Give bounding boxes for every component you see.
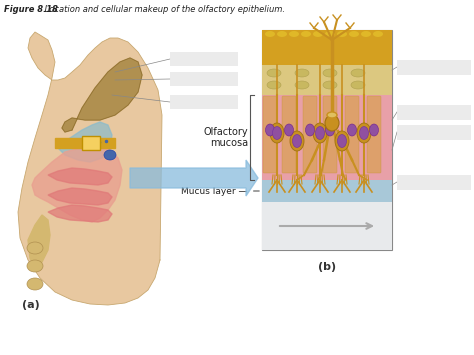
Bar <box>262 180 392 202</box>
Polygon shape <box>55 138 115 148</box>
Ellipse shape <box>273 126 282 140</box>
FancyBboxPatch shape <box>367 96 381 173</box>
Ellipse shape <box>27 278 43 290</box>
Ellipse shape <box>373 31 383 37</box>
Polygon shape <box>32 148 122 222</box>
Ellipse shape <box>325 115 339 131</box>
Ellipse shape <box>325 31 335 37</box>
FancyBboxPatch shape <box>397 175 471 190</box>
Ellipse shape <box>335 131 349 151</box>
Ellipse shape <box>292 135 301 147</box>
Text: Mucus layer —: Mucus layer — <box>182 186 259 196</box>
Ellipse shape <box>290 131 304 151</box>
FancyBboxPatch shape <box>263 96 277 173</box>
Bar <box>262 95 392 180</box>
Ellipse shape <box>306 124 315 136</box>
Polygon shape <box>48 168 112 185</box>
Ellipse shape <box>265 31 275 37</box>
Ellipse shape <box>357 123 371 143</box>
Ellipse shape <box>27 242 43 254</box>
Bar <box>262 30 392 65</box>
Ellipse shape <box>277 31 287 37</box>
Polygon shape <box>130 160 258 196</box>
FancyBboxPatch shape <box>397 105 471 120</box>
Ellipse shape <box>337 31 347 37</box>
Ellipse shape <box>267 69 281 77</box>
Ellipse shape <box>265 124 274 136</box>
Ellipse shape <box>351 69 365 77</box>
Text: (b): (b) <box>318 262 336 272</box>
Ellipse shape <box>289 31 299 37</box>
Ellipse shape <box>313 31 323 37</box>
FancyBboxPatch shape <box>345 96 359 173</box>
Polygon shape <box>48 188 112 205</box>
Ellipse shape <box>323 81 337 89</box>
Ellipse shape <box>301 31 311 37</box>
Ellipse shape <box>370 124 379 136</box>
Bar <box>262 202 392 250</box>
Text: Location and cellular makeup of the olfactory epithelium.: Location and cellular makeup of the olfa… <box>43 5 285 14</box>
Polygon shape <box>28 215 50 268</box>
Ellipse shape <box>347 124 356 136</box>
FancyBboxPatch shape <box>303 96 317 173</box>
Ellipse shape <box>326 124 335 136</box>
Ellipse shape <box>349 31 359 37</box>
Ellipse shape <box>327 112 337 118</box>
Ellipse shape <box>267 81 281 89</box>
Ellipse shape <box>351 81 365 89</box>
Text: Figure 8.18: Figure 8.18 <box>4 5 58 14</box>
Bar <box>262 30 392 250</box>
FancyBboxPatch shape <box>323 96 337 173</box>
Bar <box>262 65 392 95</box>
Ellipse shape <box>295 69 309 77</box>
FancyBboxPatch shape <box>397 60 471 75</box>
Ellipse shape <box>270 123 284 143</box>
Ellipse shape <box>337 135 346 147</box>
FancyBboxPatch shape <box>170 95 238 109</box>
Ellipse shape <box>295 81 309 89</box>
Ellipse shape <box>104 150 116 160</box>
Bar <box>82 136 100 150</box>
Ellipse shape <box>27 260 43 272</box>
Polygon shape <box>55 122 112 162</box>
Ellipse shape <box>323 69 337 77</box>
Text: Olfactory
mucosa: Olfactory mucosa <box>203 127 248 148</box>
Ellipse shape <box>361 31 371 37</box>
FancyBboxPatch shape <box>170 72 238 86</box>
Ellipse shape <box>313 123 327 143</box>
Polygon shape <box>18 32 162 305</box>
Ellipse shape <box>359 126 368 140</box>
Text: (a): (a) <box>22 300 40 310</box>
FancyBboxPatch shape <box>282 96 296 173</box>
FancyBboxPatch shape <box>170 52 238 66</box>
Ellipse shape <box>316 126 325 140</box>
Ellipse shape <box>284 124 293 136</box>
Polygon shape <box>62 58 142 132</box>
Polygon shape <box>48 205 112 222</box>
FancyBboxPatch shape <box>397 125 471 140</box>
